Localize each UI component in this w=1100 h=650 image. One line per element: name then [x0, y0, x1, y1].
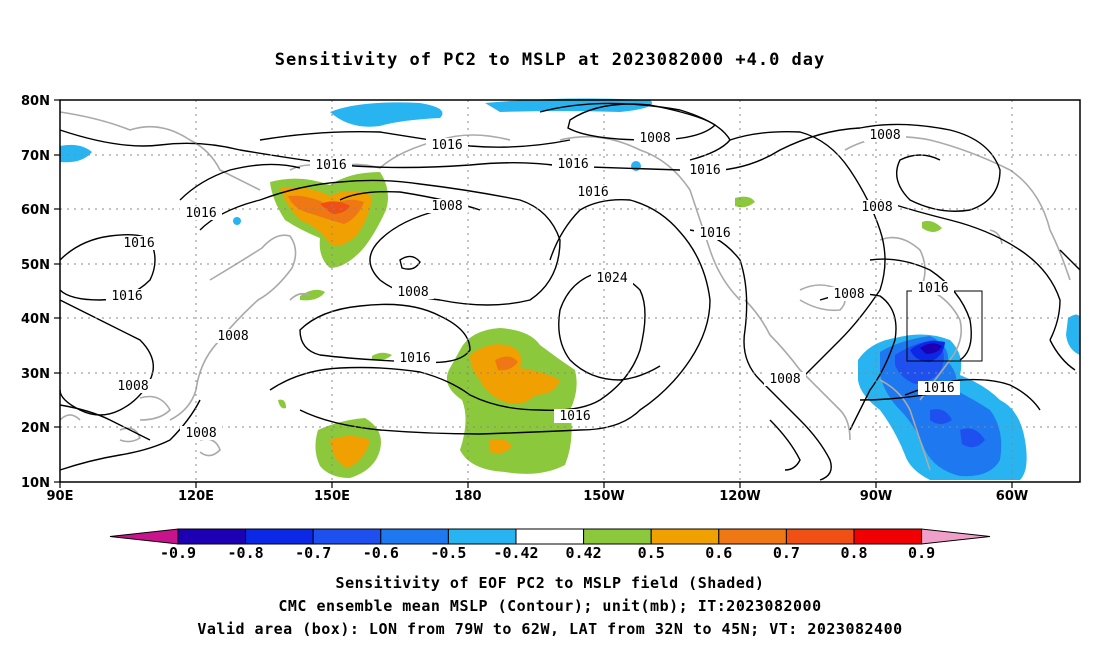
map-title: Sensitivity of PC2 to MSLP at 2023082000…	[274, 50, 826, 70]
colorbar-label: 0.8	[840, 544, 867, 562]
colorbar-label: 0.6	[705, 544, 732, 562]
colorbar-swatch	[583, 528, 652, 545]
contour-label: 1008	[869, 128, 900, 143]
lat-label: 10N	[21, 476, 50, 491]
grid	[60, 100, 1080, 482]
colorbar-swatch	[515, 528, 585, 545]
lon-label: 60W	[996, 489, 1028, 504]
contour-label: 1008	[639, 131, 670, 146]
colorbar-label: -0.7	[295, 544, 331, 562]
contour-label: 1008	[769, 372, 800, 387]
footer-line-2: CMC ensemble mean MSLP (Contour); unit(m…	[278, 597, 822, 615]
lon-label: 90W	[860, 489, 892, 504]
colorbar-label: -0.8	[228, 544, 264, 562]
colorbar-label: -0.9	[160, 544, 196, 562]
colorbar-label: 0.9	[908, 544, 935, 562]
colorbar-label: -0.42	[493, 544, 538, 562]
colorbar-label: -0.5	[430, 544, 466, 562]
latitude-labels: 80N 70N 60N 50N 40N 30N 20N 10N	[21, 94, 50, 491]
colorbar-swatch	[785, 528, 855, 545]
contour-label: 1008	[397, 285, 428, 300]
contour-label: 1008	[185, 426, 216, 441]
colorbar-label: 0.5	[638, 544, 665, 562]
lat-label: 40N	[21, 312, 50, 327]
colorbar-swatch	[853, 528, 923, 545]
contour-label: 1008	[833, 287, 864, 302]
contour-label: 1016	[559, 409, 590, 424]
contour-label: 1016	[699, 226, 730, 241]
colorbar-swatch	[380, 528, 449, 545]
contour-label: 1016	[689, 163, 720, 178]
shaded-regions	[60, 98, 1080, 480]
colorbar-label: 0.7	[773, 544, 800, 562]
lat-label: 30N	[21, 367, 50, 382]
lon-label: 150W	[583, 489, 624, 504]
colorbar-swatch	[177, 528, 247, 545]
contour-label: 1016	[111, 289, 142, 304]
lon-label: 120E	[178, 489, 214, 504]
lon-label: 120W	[719, 489, 760, 504]
contour-label: 1016	[399, 351, 430, 366]
map-frame	[59, 99, 1081, 483]
lat-label: 20N	[21, 421, 50, 436]
contour-label: 1008	[431, 199, 462, 214]
contour-label: 1016	[315, 158, 346, 173]
colorbar-label: 0.42	[566, 544, 602, 562]
contour-label: 1016	[431, 138, 462, 153]
colorbar: -0.9 -0.8 -0.7 -0.6 -0.5 -0.42 0.42 0.5 0.6 0.7 0.…	[109, 528, 991, 562]
lon-label: 90E	[47, 489, 74, 504]
colorbar-swatch	[245, 528, 314, 545]
colorbar-label: -0.6	[363, 544, 399, 562]
colorbar-swatch	[447, 528, 517, 545]
lon-label: 180	[454, 489, 481, 504]
contour-label: 1024	[596, 271, 627, 286]
lat-label: 60N	[21, 203, 50, 218]
colorbar-swatch	[312, 528, 382, 545]
contour-label: 1008	[117, 379, 148, 394]
colorbar-high-arrow	[921, 528, 991, 545]
colorbar-swatch	[718, 528, 787, 545]
footer-line-3: Valid area (box): LON from 79W to 62W, L…	[197, 620, 903, 638]
colorbar-low-arrow	[109, 528, 179, 545]
lat-label: 70N	[21, 149, 50, 164]
contour-label: 1016	[123, 236, 154, 251]
lat-label: 50N	[21, 258, 50, 273]
colorbar-swatch	[650, 528, 720, 545]
contour-label: 1008	[861, 200, 892, 215]
tick-marks	[54, 99, 1013, 488]
lat-label: 80N	[21, 94, 50, 109]
footer-line-1: Sensitivity of EOF PC2 to MSLP field (Sh…	[335, 574, 765, 592]
contour-labels: 1016 1016 1008 1016 1016 1008 1016 1016 …	[106, 128, 960, 441]
contour-label: 1016	[923, 381, 954, 396]
contour-label: 1016	[577, 185, 608, 200]
contour-label: 1016	[185, 206, 216, 221]
longitude-labels: 90E 120E 150E 180 150W 120W 90W 60W	[47, 489, 1029, 504]
contour-label: 1008	[217, 329, 248, 344]
contour-label: 1016	[557, 157, 588, 172]
contour-label: 1016	[917, 281, 948, 296]
lon-label: 150E	[314, 489, 350, 504]
